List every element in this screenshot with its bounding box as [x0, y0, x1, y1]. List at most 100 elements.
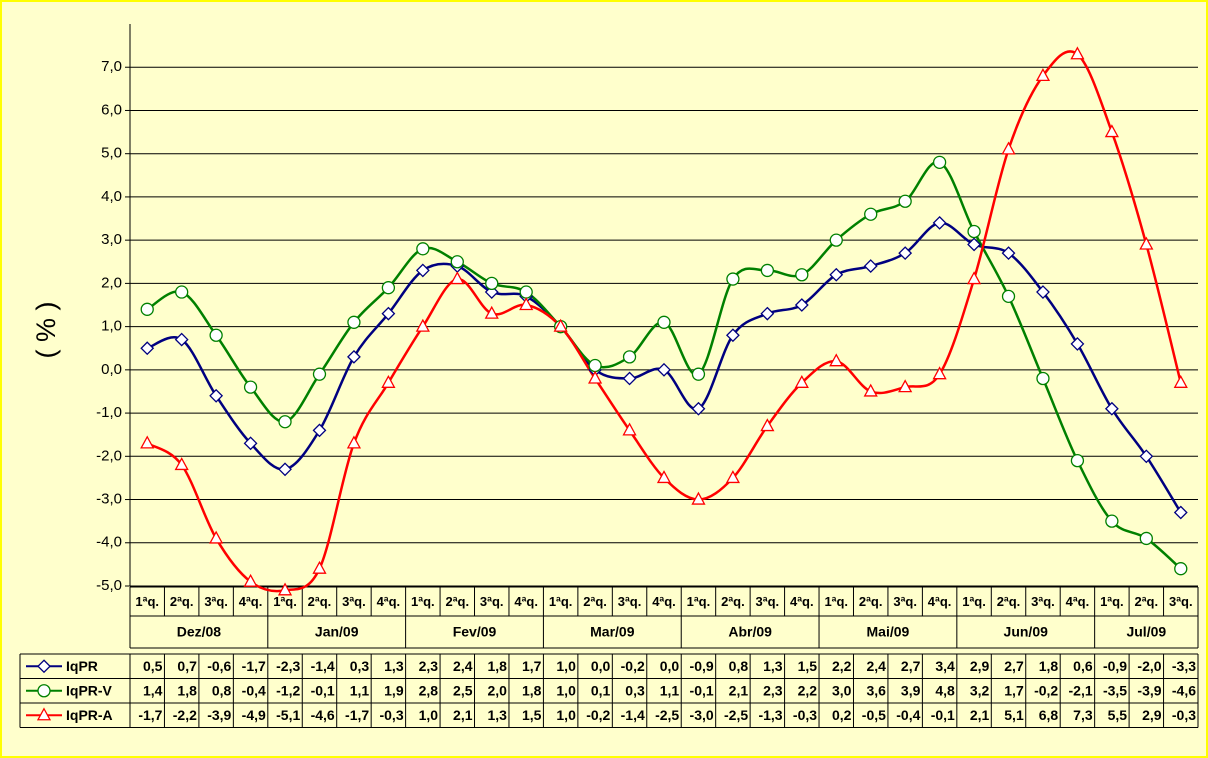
data-point — [312, 423, 327, 438]
data-point — [1070, 46, 1085, 60]
data-point — [588, 358, 602, 373]
value-label: 0,7 — [177, 658, 197, 674]
x-tick-label: 2ªq. — [170, 594, 194, 609]
data-point — [416, 242, 430, 256]
data-point — [277, 582, 293, 596]
y-tick-label: -5,0 — [96, 577, 122, 594]
value-label: 1,0 — [556, 707, 576, 723]
value-label: -0,9 — [1103, 658, 1127, 674]
value-label: 1,5 — [522, 707, 542, 723]
data-point — [760, 418, 775, 432]
legend-label: IqPR-A — [66, 707, 113, 723]
value-label: 1,9 — [384, 682, 404, 698]
data-point — [381, 281, 396, 295]
data-point — [174, 332, 189, 347]
x-tick-label: 2ªq. — [308, 594, 332, 609]
value-label: 0,0 — [591, 658, 611, 674]
x-tick-label: 4ªq. — [790, 594, 814, 609]
data-point — [691, 491, 706, 505]
value-label: -2,5 — [655, 707, 679, 723]
value-label: -3,0 — [690, 707, 714, 723]
value-label: 1,1 — [660, 682, 680, 698]
value-label: -1,2 — [276, 682, 300, 698]
data-point — [1173, 505, 1188, 520]
data-point — [1104, 124, 1119, 138]
data-point — [967, 224, 981, 239]
data-point — [898, 194, 912, 208]
value-label: 0,3 — [350, 658, 370, 674]
data-point — [622, 350, 637, 364]
data-point — [1036, 285, 1050, 299]
data-point — [209, 388, 224, 403]
value-label: -4,6 — [1172, 682, 1196, 698]
value-label: 0,5 — [143, 658, 163, 674]
data-point — [243, 573, 258, 587]
value-label: 2,7 — [901, 658, 921, 674]
data-point — [622, 371, 637, 386]
data-point — [1001, 141, 1016, 155]
data-point — [829, 233, 843, 247]
value-label: -1,7 — [242, 658, 266, 674]
data-point — [932, 215, 947, 230]
value-label: -0,2 — [621, 658, 645, 674]
y-tick-label: -1,0 — [96, 404, 122, 421]
data-point — [622, 422, 637, 436]
x-tick-label: 4ªq. — [1066, 594, 1090, 609]
value-label: 0,2 — [832, 707, 852, 723]
data-point — [1035, 68, 1051, 82]
data-point — [485, 276, 499, 291]
data-point — [1174, 562, 1188, 576]
value-label: -0,2 — [586, 707, 610, 723]
y-tick-label: -3,0 — [96, 491, 122, 508]
group-label: Abr/09 — [728, 624, 772, 640]
value-label: 2,1 — [970, 707, 990, 723]
data-point — [278, 462, 292, 477]
data-point — [829, 267, 844, 282]
value-label: 2,5 — [453, 682, 473, 698]
data-point — [37, 684, 51, 698]
data-point — [794, 298, 809, 312]
value-label: 1,3 — [763, 658, 783, 674]
value-label: 2,7 — [1004, 658, 1024, 674]
value-label: 2,0 — [487, 682, 507, 698]
group-label: Jun/09 — [1004, 624, 1049, 640]
value-label: -1,7 — [345, 707, 369, 723]
value-label: -2,0 — [1137, 658, 1161, 674]
y-axis-label: ( % ) — [31, 302, 61, 359]
value-label: -4,9 — [242, 707, 266, 723]
series-line — [146, 160, 1182, 570]
value-label: 2,3 — [763, 682, 783, 698]
value-label: -2,1 — [1069, 682, 1093, 698]
value-label: -1,4 — [311, 658, 335, 674]
data-point — [140, 302, 154, 316]
x-tick-label: 1ªq. — [411, 594, 435, 609]
value-label: 2,9 — [1142, 707, 1162, 723]
group-label: Dez/08 — [177, 624, 222, 640]
value-label: 0,8 — [729, 658, 749, 674]
value-label: -0,4 — [242, 682, 266, 698]
value-label: 3,0 — [832, 682, 852, 698]
data-point — [1070, 336, 1085, 351]
x-tick-label: 3ªq. — [342, 594, 366, 609]
data-point — [760, 263, 775, 278]
value-label: -0,2 — [1034, 682, 1058, 698]
group-label: Mar/09 — [590, 624, 635, 640]
value-label: 0,6 — [1073, 658, 1093, 674]
value-label: 0,0 — [660, 658, 680, 674]
data-point — [243, 380, 258, 394]
data-point — [657, 315, 671, 329]
value-label: -0,1 — [311, 682, 335, 698]
x-tick-label: 3ªq. — [1031, 594, 1055, 609]
legend-label: IqPR-V — [66, 682, 113, 698]
x-tick-label: 1ªq. — [1100, 594, 1124, 609]
value-label: 6,8 — [1039, 707, 1059, 723]
x-tick-label: 2ªq. — [721, 594, 745, 609]
data-point — [175, 285, 189, 299]
legend-label: IqPR — [66, 658, 98, 674]
data-point — [726, 272, 740, 286]
data-point — [278, 415, 292, 429]
data-point — [519, 297, 534, 311]
value-label: 1,8 — [522, 682, 542, 698]
data-point — [863, 383, 878, 397]
value-label: 5,1 — [1004, 707, 1024, 723]
